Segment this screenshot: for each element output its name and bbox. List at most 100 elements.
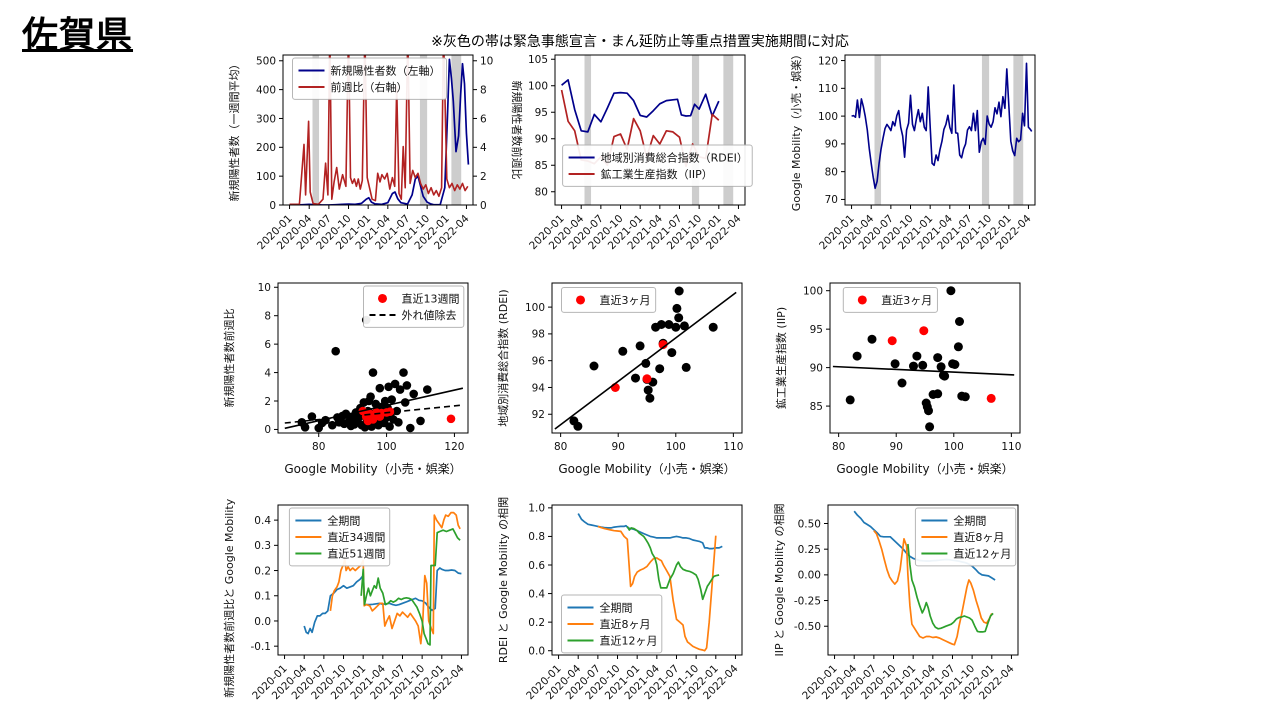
corr_rdei_mobility-figure: 0.00.20.40.60.81.02020-012020-042020-072… xyxy=(497,497,743,702)
svg-text:90: 90 xyxy=(825,139,838,151)
chart-rdei-iip-timeseries: 80 85 90 95 100 105 2020-01 2020-04 2020-07 2020-… xyxy=(497,45,755,273)
svg-text:300: 300 xyxy=(256,113,276,125)
svg-text:8: 8 xyxy=(264,311,271,323)
svg-text:4: 4 xyxy=(480,142,487,154)
chart-google-mobility-timeseries: 70 80 90 100 110 120 2020-01 2020-04 2020-07 2020… xyxy=(787,45,1045,273)
svg-text:95: 95 xyxy=(810,324,823,336)
corr_iip_mobility-figure: -0.50-0.250.000.250.502020-012020-042020… xyxy=(773,503,1019,702)
emergency-period-bands xyxy=(312,55,462,205)
svg-text:80: 80 xyxy=(832,441,845,453)
chart-correlation-rdei-mobility: 0.0 0.2 0.4 0.6 0.8 1.0 2020-01 2020-04 2020-07 2… xyxy=(494,495,752,723)
svg-text:外れ値除去: 外れ値除去 xyxy=(402,308,457,322)
svg-text:全期間: 全期間 xyxy=(600,600,633,614)
mobility_ts-figure: 7080901001101202020-012020-042020-072020… xyxy=(789,49,1036,252)
svg-text:全期間: 全期間 xyxy=(953,513,986,527)
svg-text:直近12ヶ月: 直近12ヶ月 xyxy=(953,546,1011,560)
y-axis-label: 新規陽性者数前週比 xyxy=(222,309,236,408)
axes-frame xyxy=(551,504,743,656)
svg-text:98: 98 xyxy=(532,329,545,341)
svg-text:0.25: 0.25 xyxy=(798,544,821,556)
page-title: 佐賀県 xyxy=(22,15,134,56)
svg-text:8: 8 xyxy=(480,84,487,96)
svg-text:94: 94 xyxy=(532,382,546,394)
svg-text:直近13週間: 直近13週間 xyxy=(402,291,460,305)
svg-text:90: 90 xyxy=(612,441,625,453)
svg-text:-0.25: -0.25 xyxy=(794,595,821,607)
svg-text:100: 100 xyxy=(803,285,823,297)
svg-text:0: 0 xyxy=(480,200,487,212)
axes-frame xyxy=(277,282,469,434)
svg-text:100: 100 xyxy=(944,441,964,453)
x-axis-label: Google Mobility（小売・娯楽） xyxy=(558,461,735,476)
y-axis-label: 地域別消費総合指数 (RDEI) xyxy=(496,289,510,426)
svg-text:90: 90 xyxy=(890,441,903,453)
svg-text:0.00: 0.00 xyxy=(798,570,821,582)
svg-text:0.6: 0.6 xyxy=(528,560,545,572)
svg-text:100: 100 xyxy=(377,441,397,453)
svg-text:110: 110 xyxy=(1001,441,1021,453)
svg-text:85: 85 xyxy=(535,160,548,172)
svg-text:-0.1: -0.1 xyxy=(251,641,272,653)
svg-text:120: 120 xyxy=(444,441,464,453)
legend: 地域別消費総合指数（RDEI） 鉱工業生産指数（IIP） xyxy=(562,144,753,187)
svg-text:0: 0 xyxy=(264,424,271,436)
svg-text:80: 80 xyxy=(535,187,548,199)
series-group xyxy=(851,62,1033,190)
scatter_rdei_mobility-figure: 92 94 96 98 100 80 90 100 110 地域別消費総合指数 (RDEI) Goo… xyxy=(496,282,743,476)
y2-axis-label: 新規陽性者数前週比 xyxy=(510,81,524,180)
y-axis-label: Google Mobility（小売・娯楽） xyxy=(789,49,803,211)
svg-text:80: 80 xyxy=(312,441,325,453)
svg-text:105: 105 xyxy=(528,54,548,66)
svg-text:0.0: 0.0 xyxy=(528,646,545,658)
axes-frame xyxy=(277,504,469,656)
svg-text:80: 80 xyxy=(554,441,567,453)
axes-frame xyxy=(282,54,474,206)
svg-text:95: 95 xyxy=(535,107,548,119)
svg-text:4: 4 xyxy=(264,367,271,379)
legend: 直近3ヶ月 xyxy=(561,287,657,313)
svg-text:85: 85 xyxy=(810,401,823,413)
svg-text:直近3ヶ月: 直近3ヶ月 xyxy=(881,293,932,307)
svg-text:100: 100 xyxy=(818,111,838,123)
svg-text:100: 100 xyxy=(525,302,545,314)
svg-text:70: 70 xyxy=(825,194,838,206)
svg-text:1.0: 1.0 xyxy=(528,503,545,515)
svg-text:前週比（右軸）: 前週比（右軸） xyxy=(331,80,408,94)
svg-text:2: 2 xyxy=(264,396,271,408)
svg-text:80: 80 xyxy=(825,166,838,178)
legend: 新規陽性者数（左軸） 前週比（右軸） xyxy=(292,57,447,100)
svg-text:-0.50: -0.50 xyxy=(794,621,821,633)
axes-frame xyxy=(554,54,746,206)
svg-text:直近34週間: 直近34週間 xyxy=(327,530,385,544)
svg-text:92: 92 xyxy=(532,409,545,421)
svg-text:0.4: 0.4 xyxy=(254,515,271,527)
chart-scatter-iip-vs-mobility: 85 90 95 100 80 90 100 110 鉱工業生産指数 (IIP) Google M… xyxy=(772,273,1030,487)
svg-text:100: 100 xyxy=(528,81,548,93)
y-axis-label: 新規陽性者数前週比と Google Mobility の相関 xyxy=(222,495,236,698)
svg-text:200: 200 xyxy=(256,142,276,154)
axes-frame xyxy=(829,282,1021,434)
scatter_iip_mobility-figure: 85 90 95 100 80 90 100 110 鉱工業生産指数 (IIP) Google M… xyxy=(774,282,1021,476)
svg-text:全期間: 全期間 xyxy=(327,513,360,527)
svg-text:96: 96 xyxy=(532,355,546,367)
svg-text:10: 10 xyxy=(258,282,271,294)
axes-frame xyxy=(551,282,743,434)
svg-text:110: 110 xyxy=(723,441,743,453)
series-group xyxy=(577,513,723,652)
svg-text:90: 90 xyxy=(535,134,548,146)
x-axis-label: Google Mobility（小売・娯楽） xyxy=(836,461,1013,476)
svg-text:新規陽性者数（左軸）: 新規陽性者数（左軸） xyxy=(331,63,441,77)
svg-text:直近51週間: 直近51週間 xyxy=(327,546,385,560)
svg-text:0.8: 0.8 xyxy=(528,531,545,543)
series-group xyxy=(554,286,737,431)
y-axis-label: IIP と Google Mobility の相関 xyxy=(773,503,786,656)
emergency-period-bands xyxy=(874,55,1024,205)
svg-text:0.0: 0.0 xyxy=(254,616,271,628)
svg-text:6: 6 xyxy=(264,339,271,351)
svg-text:0.4: 0.4 xyxy=(528,588,545,600)
y-axis-label: 鉱工業生産指数 (IIP) xyxy=(774,307,788,409)
